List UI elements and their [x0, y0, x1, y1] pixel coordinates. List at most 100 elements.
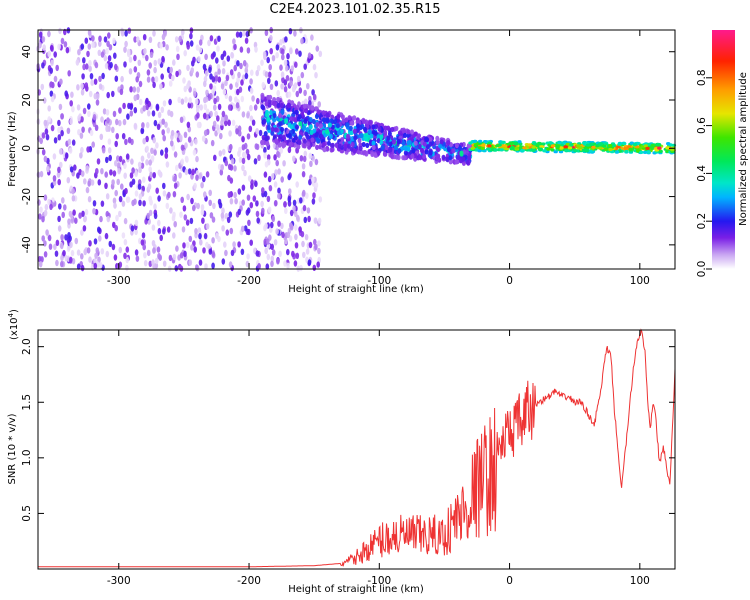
line-cell	[504, 147, 510, 151]
noise-cell	[88, 59, 92, 67]
noise-cell	[47, 116, 51, 123]
noise-cell	[216, 45, 220, 52]
noise-cell	[43, 251, 48, 258]
noise-cell	[308, 241, 313, 249]
noise-cell	[107, 32, 111, 39]
noise-cell	[247, 175, 252, 182]
noise-cell	[129, 103, 133, 111]
noise-cell	[255, 250, 260, 257]
band-cell	[410, 129, 414, 135]
noise-cell	[254, 180, 258, 188]
noise-cell	[53, 51, 57, 58]
noise-cell	[76, 84, 80, 91]
noise-cell	[258, 129, 263, 137]
noise-cell	[181, 226, 186, 233]
noise-cell	[211, 237, 215, 244]
noise-cell	[204, 70, 209, 77]
band-cell	[403, 146, 408, 152]
noise-cell	[180, 144, 185, 151]
noise-cell	[216, 115, 220, 122]
band-cell	[461, 156, 466, 162]
noise-cell	[275, 159, 280, 167]
noise-cell	[264, 247, 269, 255]
line-cell	[472, 139, 477, 144]
band-cell	[371, 144, 376, 151]
noise-cell	[191, 168, 195, 176]
noise-cell	[277, 192, 281, 200]
noise-cell	[218, 202, 223, 209]
line-cell	[478, 139, 483, 143]
noise-cell	[123, 239, 128, 246]
noise-cell	[288, 188, 292, 195]
noise-cell	[93, 78, 98, 85]
noise-cell	[277, 168, 281, 175]
noise-cell	[93, 258, 97, 265]
noise-cell	[176, 53, 180, 60]
noise-cell	[308, 152, 313, 159]
noise-cell	[109, 169, 113, 176]
noise-cell	[163, 30, 167, 37]
noise-cell	[245, 209, 250, 216]
noise-cell	[66, 127, 71, 134]
noise-cell	[232, 241, 236, 248]
noise-cell	[217, 68, 221, 75]
noise-cell	[79, 132, 84, 139]
noise-cell	[92, 200, 97, 207]
band-cell	[397, 130, 402, 136]
noise-cell	[159, 234, 163, 242]
noise-cell	[133, 94, 138, 102]
noise-cell	[226, 55, 231, 62]
noise-cell	[243, 152, 247, 159]
band-cell	[357, 137, 362, 144]
noise-cell	[317, 240, 321, 247]
noise-cell	[254, 46, 258, 53]
noise-cell	[151, 224, 156, 231]
noise-cell	[86, 50, 90, 58]
noise-cell	[233, 64, 237, 72]
band-cell	[293, 135, 298, 141]
noise-cell	[97, 179, 102, 186]
noise-cell	[175, 245, 179, 252]
line-cell	[632, 143, 638, 147]
noise-cell	[201, 135, 206, 142]
noise-cell	[88, 65, 92, 72]
line-cell	[514, 146, 519, 150]
band-cell	[348, 125, 353, 131]
noise-cell	[179, 116, 184, 124]
noise-cell	[303, 89, 307, 97]
noise-cell	[203, 191, 207, 198]
noise-cell	[162, 135, 166, 142]
noise-cell	[87, 110, 91, 118]
noise-cell	[114, 225, 118, 232]
noise-cell	[165, 161, 170, 168]
noise-cell	[256, 65, 261, 72]
noise-cell	[113, 254, 118, 261]
noise-cell	[172, 253, 177, 261]
noise-cell	[220, 164, 224, 171]
band-cell	[377, 126, 382, 132]
band-cell	[264, 101, 269, 107]
noise-cell	[219, 169, 224, 176]
noise-cell	[302, 204, 307, 212]
line-cell	[542, 149, 547, 153]
noise-cell	[195, 155, 199, 163]
noise-cell	[123, 162, 127, 169]
noise-cell	[280, 83, 284, 90]
line-cell	[665, 146, 670, 150]
noise-cell	[129, 181, 133, 188]
line-cell	[546, 147, 551, 151]
noise-cell	[133, 54, 137, 62]
noise-cell	[247, 219, 251, 226]
noise-cell	[114, 189, 118, 197]
band-cell	[428, 150, 433, 156]
line-cell	[670, 148, 675, 152]
line-cell	[500, 141, 505, 145]
noise-cell	[129, 86, 133, 93]
snr-x-ticks: -300 -200 -100 0 100	[107, 330, 650, 587]
colorbar-tick-label: 0.8	[696, 69, 708, 86]
noise-cell	[105, 125, 109, 132]
noise-cell	[142, 138, 146, 145]
noise-cell	[123, 172, 127, 179]
noise-cell	[152, 30, 156, 37]
noise-cell	[146, 249, 151, 257]
